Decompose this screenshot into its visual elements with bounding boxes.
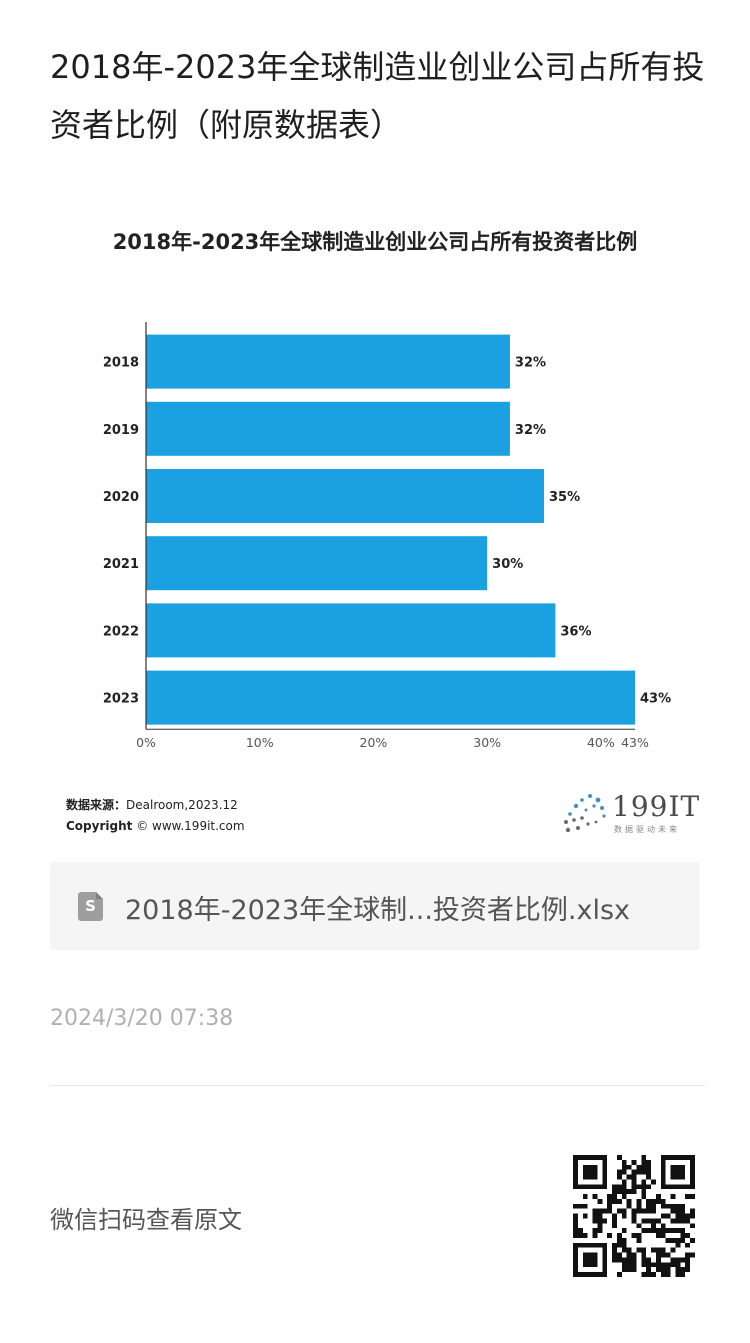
logo-tagline: 数据驱动未来 [614, 825, 680, 834]
data-label-2020: 35% [549, 490, 580, 505]
x-tick-label-20: 20% [360, 735, 388, 750]
divider [50, 1085, 705, 1086]
y-tick-label-2021: 2021 [103, 557, 139, 572]
y-tick-label-2020: 2020 [103, 490, 139, 505]
brand-logo: 199IT 数据驱动未来 [560, 788, 700, 838]
data-label-2021: 30% [492, 557, 523, 572]
x-tick-label-0: 0% [136, 735, 156, 750]
bar-2020 [146, 469, 545, 523]
bar-2023 [146, 670, 635, 725]
chart-title: 2018年-2023年全球制造业创业公司占所有投资者比例 [112, 230, 638, 254]
bar-2018 [146, 334, 510, 389]
y-tick-label-2018: 2018 [103, 356, 139, 371]
bar-2021 [146, 536, 488, 591]
y-tick-label-2019: 2019 [103, 423, 139, 438]
publish-date: 2024/3/20 07:38 [50, 1006, 234, 1031]
x-tick-label-40: 40% [587, 735, 615, 750]
source-block: 数据来源：Dealroom,2023.12 Copyright © www.19… [66, 795, 245, 837]
page-title: 2018年-2023年全球制造业创业公司占所有投资者比例（附原数据表） [50, 48, 705, 144]
bar-chart: 2018 32% 2019 32% 2020 35% 2021 30% 2022 36% 2023 4… [103, 322, 671, 750]
data-label-2023: 43% [640, 692, 671, 707]
attachment-card[interactable]: S 2018年-2023年全球制...投资者比例.xlsx [50, 862, 700, 950]
logo-text: 199IT [612, 790, 701, 823]
dots-logo-icon [564, 794, 606, 833]
bar-2022 [146, 603, 556, 658]
qr-code-icon[interactable] [573, 1155, 695, 1277]
data-label-2022: 36% [560, 624, 591, 639]
spreadsheet-file-icon: S [78, 892, 103, 921]
x-tick-label-30: 30% [473, 735, 501, 750]
qr-label: 微信扫码查看原文 [50, 1206, 242, 1234]
source-label: 数据来源： [66, 798, 127, 812]
source-value: Dealroom,2023.12 [126, 798, 238, 812]
y-tick-label-2023: 2023 [103, 692, 139, 707]
data-label-2018: 32% [515, 356, 546, 371]
copyright-value: © www.199it.com [136, 819, 245, 833]
bar-2019 [146, 401, 510, 456]
data-label-2019: 32% [515, 423, 546, 438]
attachment-filename[interactable]: 2018年-2023年全球制...投资者比例.xlsx [125, 895, 631, 926]
x-tick-label-10: 10% [246, 735, 274, 750]
copyright-label: Copyright [66, 819, 133, 833]
x-tick-label-43: 43% [621, 735, 649, 750]
y-tick-label-2022: 2022 [103, 624, 139, 639]
